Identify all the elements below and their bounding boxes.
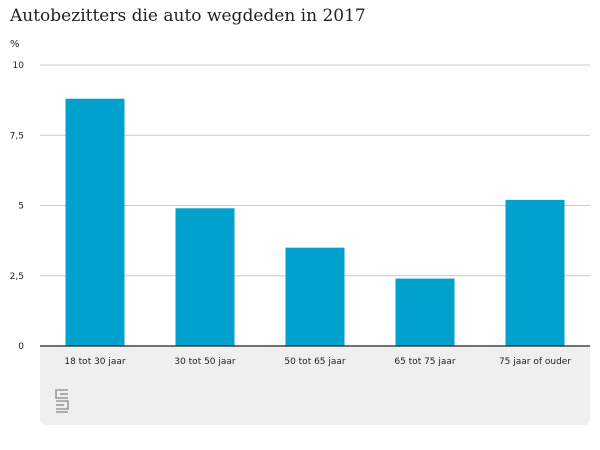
chart-title: Autobezitters die auto wegdeden in 2017 xyxy=(10,6,366,26)
bar xyxy=(65,98,125,346)
cbs-logo-icon xyxy=(55,389,69,413)
footer-panel xyxy=(40,346,590,425)
y-tick-label: 0 xyxy=(18,342,24,352)
y-unit-label: % xyxy=(10,39,20,50)
x-category-label: 18 tot 30 jaar xyxy=(64,357,126,367)
x-category-label: 50 tot 65 jaar xyxy=(284,357,346,367)
bar xyxy=(175,208,235,346)
bar xyxy=(395,278,455,346)
y-tick-label: 5 xyxy=(18,202,24,212)
y-tick-label: 10 xyxy=(13,61,25,71)
x-category-label: 65 tot 75 jaar xyxy=(394,357,456,367)
bars xyxy=(65,98,565,346)
x-category-label: 30 tot 50 jaar xyxy=(174,357,236,367)
bar xyxy=(285,247,345,346)
y-tick-label: 7,5 xyxy=(10,131,24,141)
bar xyxy=(505,199,565,346)
y-tick-labels: 0 2,5 5 7,5 10 xyxy=(10,61,25,352)
y-tick-label: 2,5 xyxy=(10,272,24,282)
x-category-label: 75 jaar of ouder xyxy=(499,357,571,367)
x-category-labels: 18 tot 30 jaar 30 tot 50 jaar 50 tot 65 ja… xyxy=(64,357,571,367)
